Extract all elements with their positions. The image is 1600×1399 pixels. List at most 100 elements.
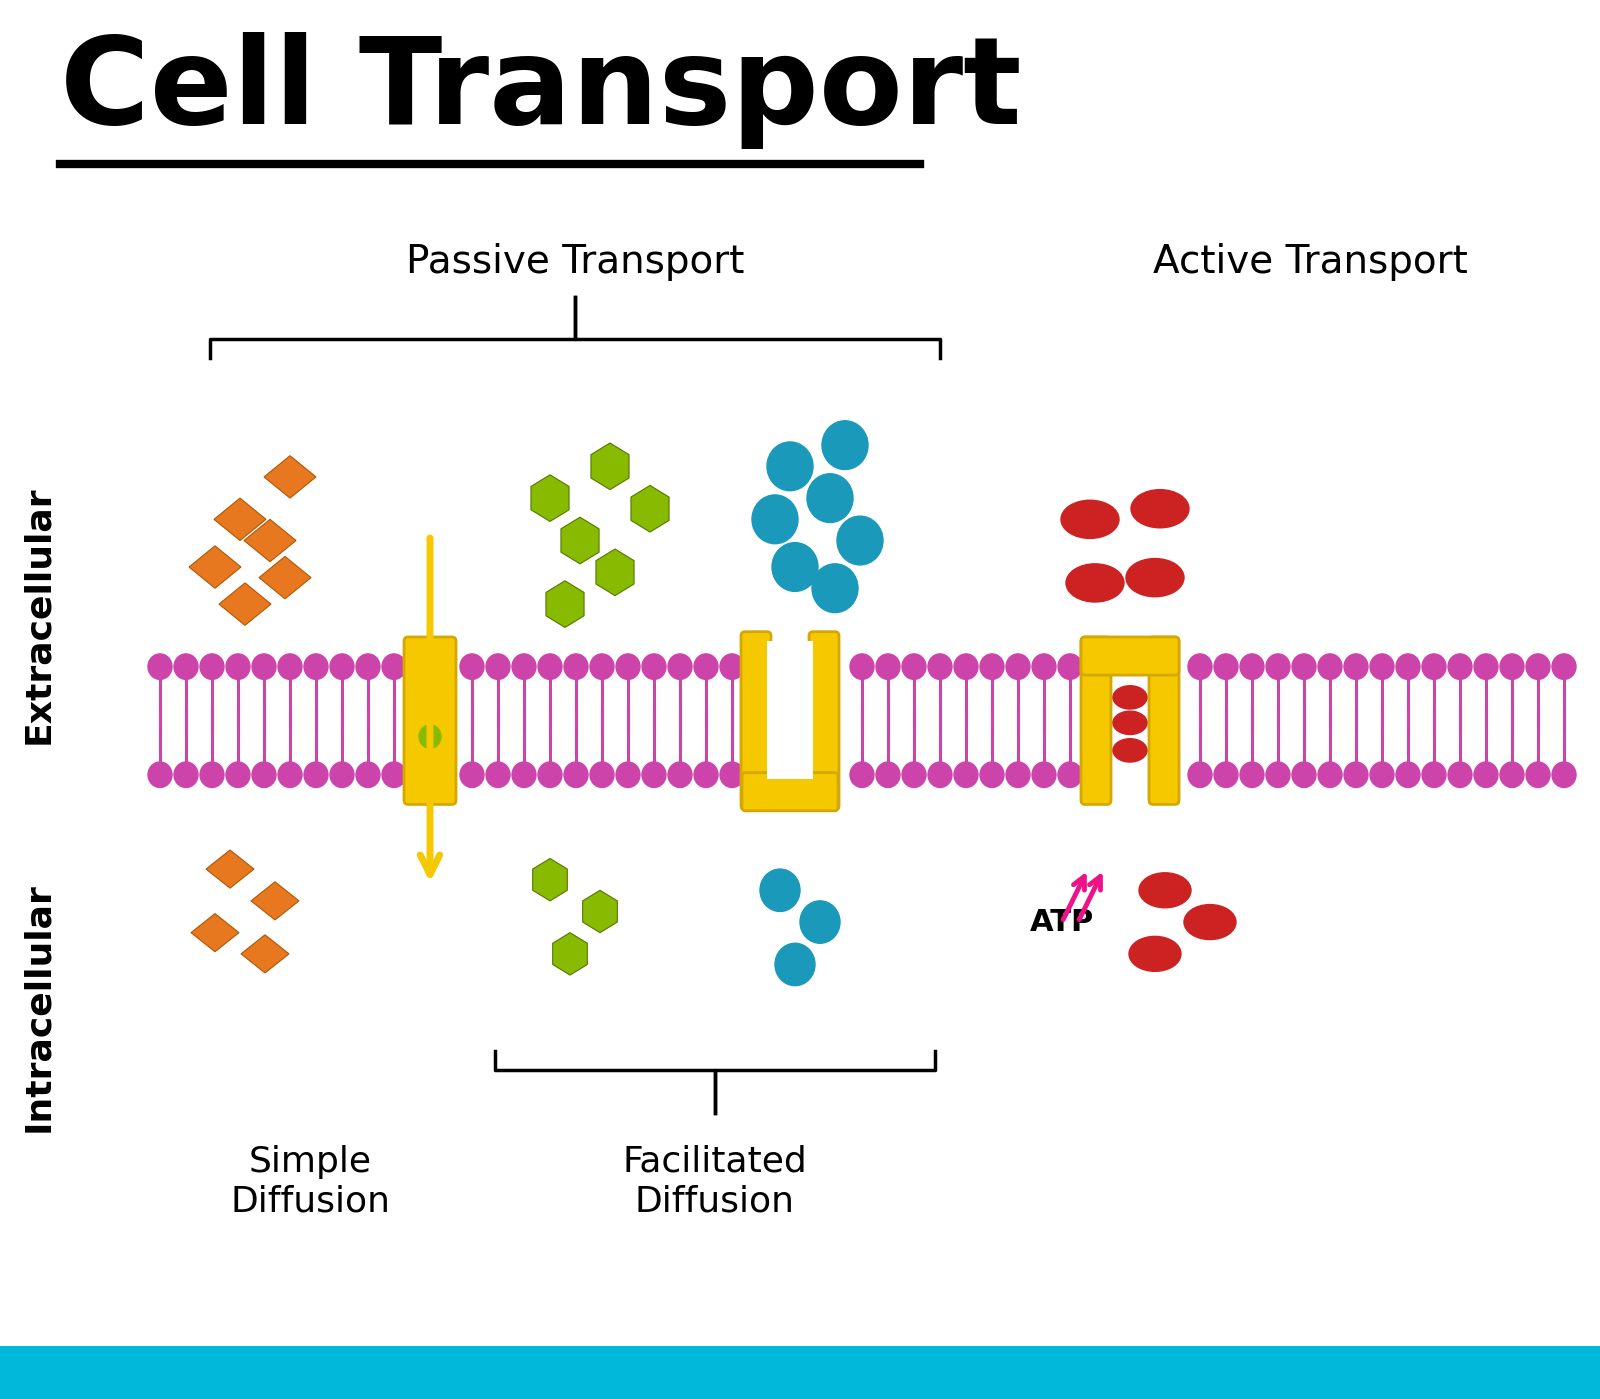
Circle shape [694, 653, 718, 680]
Polygon shape [206, 851, 254, 888]
Polygon shape [243, 519, 296, 562]
Circle shape [642, 653, 666, 680]
Circle shape [979, 762, 1005, 788]
Ellipse shape [1126, 558, 1184, 597]
Circle shape [1240, 762, 1264, 788]
Circle shape [771, 543, 818, 592]
Circle shape [1058, 653, 1082, 680]
Circle shape [774, 943, 814, 986]
Polygon shape [190, 914, 238, 951]
Circle shape [147, 762, 173, 788]
Circle shape [590, 762, 614, 788]
Circle shape [720, 653, 744, 680]
Circle shape [694, 762, 718, 788]
Text: Extracellular: Extracellular [21, 485, 54, 744]
Circle shape [1395, 653, 1421, 680]
Circle shape [1058, 762, 1082, 788]
Circle shape [382, 653, 406, 680]
Circle shape [563, 762, 589, 788]
Circle shape [902, 653, 926, 680]
Circle shape [1032, 653, 1056, 680]
Circle shape [616, 653, 640, 680]
Circle shape [813, 564, 858, 613]
Ellipse shape [1131, 490, 1189, 527]
Circle shape [304, 762, 328, 788]
Circle shape [1032, 762, 1056, 788]
Circle shape [253, 762, 277, 788]
Ellipse shape [1130, 936, 1181, 971]
Circle shape [253, 653, 277, 680]
Circle shape [1552, 653, 1576, 680]
Circle shape [1293, 653, 1315, 680]
Circle shape [278, 762, 302, 788]
Circle shape [1501, 653, 1523, 680]
Circle shape [837, 516, 883, 565]
Circle shape [1526, 762, 1550, 788]
Circle shape [304, 653, 328, 680]
Circle shape [669, 762, 691, 788]
Circle shape [1422, 762, 1446, 788]
Ellipse shape [1139, 873, 1190, 908]
Circle shape [1006, 762, 1030, 788]
Circle shape [226, 653, 250, 680]
Circle shape [200, 653, 224, 680]
Polygon shape [259, 557, 310, 599]
Circle shape [174, 653, 198, 680]
Polygon shape [630, 485, 669, 532]
Circle shape [226, 762, 250, 788]
Text: Cell Transport: Cell Transport [61, 32, 1021, 148]
Text: Intracellular: Intracellular [21, 881, 54, 1132]
Polygon shape [562, 518, 598, 564]
Circle shape [720, 762, 744, 788]
Polygon shape [214, 498, 266, 540]
FancyBboxPatch shape [1149, 637, 1179, 804]
FancyBboxPatch shape [810, 632, 838, 810]
FancyBboxPatch shape [403, 637, 456, 804]
Circle shape [461, 762, 483, 788]
Polygon shape [595, 548, 634, 596]
Circle shape [147, 653, 173, 680]
Polygon shape [552, 933, 587, 975]
Circle shape [752, 495, 798, 544]
Circle shape [979, 653, 1005, 680]
Circle shape [1214, 762, 1238, 788]
Circle shape [616, 762, 640, 788]
Ellipse shape [1066, 564, 1123, 602]
Circle shape [538, 653, 562, 680]
Circle shape [382, 762, 406, 788]
Bar [0, 1346, 1600, 1399]
Circle shape [1395, 762, 1421, 788]
Ellipse shape [1061, 501, 1118, 539]
Ellipse shape [1184, 905, 1235, 940]
Circle shape [461, 653, 483, 680]
Circle shape [806, 474, 853, 522]
Polygon shape [533, 859, 568, 901]
Circle shape [1474, 653, 1498, 680]
FancyBboxPatch shape [1082, 637, 1110, 804]
Circle shape [642, 762, 666, 788]
Circle shape [954, 762, 978, 788]
Circle shape [822, 421, 867, 470]
Polygon shape [242, 935, 290, 972]
Circle shape [1240, 653, 1264, 680]
Polygon shape [264, 456, 317, 498]
Circle shape [419, 725, 442, 748]
Circle shape [330, 653, 354, 680]
Circle shape [1318, 762, 1342, 788]
Ellipse shape [1114, 686, 1147, 709]
Circle shape [1474, 762, 1498, 788]
Circle shape [1187, 653, 1213, 680]
Ellipse shape [1114, 711, 1147, 734]
Circle shape [512, 762, 536, 788]
Circle shape [278, 653, 302, 680]
Circle shape [877, 653, 899, 680]
FancyBboxPatch shape [741, 632, 771, 810]
Circle shape [850, 762, 874, 788]
Circle shape [1344, 653, 1368, 680]
Circle shape [1266, 762, 1290, 788]
Circle shape [669, 653, 691, 680]
Polygon shape [189, 546, 242, 588]
Circle shape [1266, 653, 1290, 680]
Circle shape [1448, 653, 1472, 680]
Circle shape [200, 762, 224, 788]
